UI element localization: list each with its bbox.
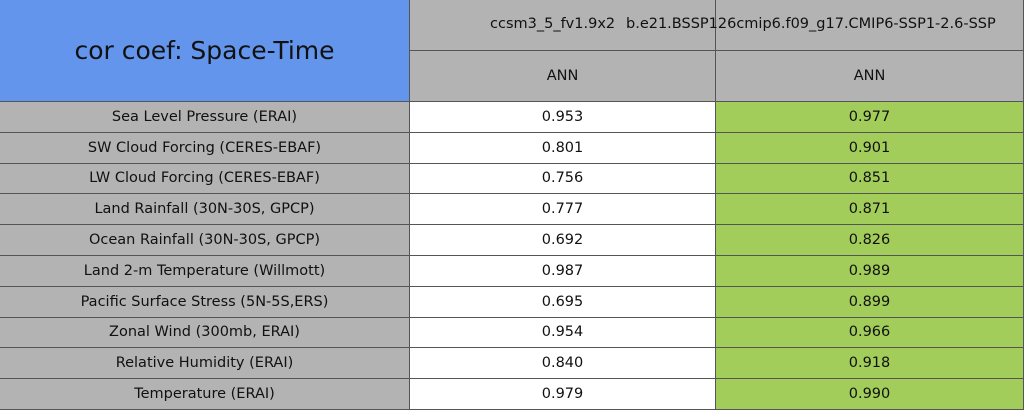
row-label: LW Cloud Forcing (CERES-EBAF) — [0, 163, 410, 195]
table-title: cor coef: Space-Time — [0, 0, 410, 102]
value-cell: 0.954 — [410, 317, 716, 349]
value-cell: 0.989 — [716, 256, 1024, 287]
row-label: Ocean Rainfall (30N-30S, GPCP) — [0, 225, 410, 256]
row-label: Land Rainfall (30N-30S, GPCP) — [0, 194, 410, 226]
value-cell: 0.871 — [716, 194, 1024, 226]
value-cell: 0.953 — [410, 102, 716, 133]
column-period: ANN — [716, 51, 1024, 102]
value-cell: 0.826 — [716, 225, 1024, 256]
column-name: ccsm3_5_fv1.9x2 — [490, 16, 616, 32]
column-header — [716, 0, 1024, 51]
value-cell: 0.979 — [410, 379, 716, 410]
value-cell: 0.977 — [716, 102, 1024, 133]
row-label: SW Cloud Forcing (CERES-EBAF) — [0, 132, 410, 164]
value-cell: 0.840 — [410, 348, 716, 380]
value-cell: 0.851 — [716, 163, 1024, 195]
column-period: ANN — [410, 51, 716, 102]
value-cell: 0.695 — [410, 286, 716, 318]
row-label: Sea Level Pressure (ERAI) — [0, 102, 410, 133]
row-label: Zonal Wind (300mb, ERAI) — [0, 317, 410, 349]
value-cell: 0.756 — [410, 163, 716, 195]
row-label: Temperature (ERAI) — [0, 379, 410, 410]
value-cell: 0.987 — [410, 256, 716, 287]
value-cell: 0.801 — [410, 132, 716, 164]
row-label: Pacific Surface Stress (5N-5S,ERS) — [0, 286, 410, 318]
value-cell: 0.918 — [716, 348, 1024, 380]
value-cell: 0.901 — [716, 132, 1024, 164]
column-name: b.e21.BSSP126cmip6.f09_g17.CMIP6-SSP1-2.… — [626, 16, 996, 32]
value-cell: 0.966 — [716, 317, 1024, 349]
value-cell: 0.990 — [716, 379, 1024, 410]
value-cell: 0.692 — [410, 225, 716, 256]
row-label: Relative Humidity (ERAI) — [0, 348, 410, 380]
value-cell: 0.899 — [716, 286, 1024, 318]
row-label: Land 2-m Temperature (Willmott) — [0, 256, 410, 287]
value-cell: 0.777 — [410, 194, 716, 226]
column-header — [410, 0, 716, 51]
